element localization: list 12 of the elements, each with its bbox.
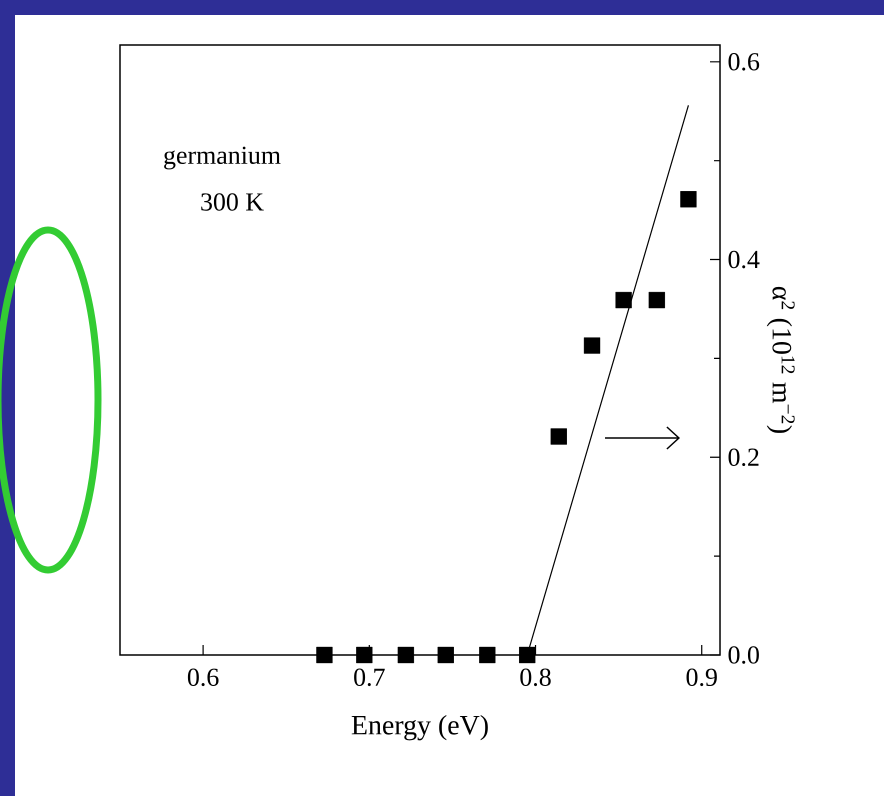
y-axis-title: α$^{2}$ (10$^{12}$ m$^{−2}$) [766, 286, 795, 433]
x-axis-title: Energy (eV) [352, 714, 488, 740]
y-tick-label: 0.0 [728, 646, 759, 664]
x-tick-label: 0.7 [354, 668, 385, 686]
y-tick-label: 0.4 [728, 250, 760, 268]
x-tick-label: 0.8 [520, 668, 551, 686]
annotation: 300 K [201, 193, 264, 211]
x-tick-label: 0.6 [188, 668, 219, 686]
annotation: germanium [164, 146, 281, 170]
y-tick-label: 0.2 [728, 448, 758, 466]
y-tick-label: 0.6 [728, 53, 760, 71]
x-tick-label: 0.9 [686, 668, 717, 686]
